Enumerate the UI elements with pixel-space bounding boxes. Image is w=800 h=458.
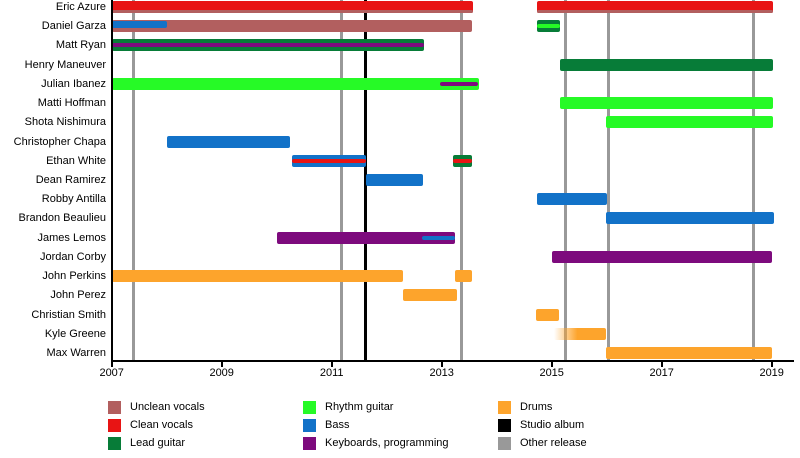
member-label: Robby Antilla [41,193,106,206]
timeline-bar [551,250,772,263]
axis-tick [440,362,443,367]
timeline-bar [606,346,772,359]
member-label: John Perez [50,289,106,302]
member-label: Ethan White [46,154,106,167]
timeline-bar [536,20,560,33]
timeline-bar [111,1,474,13]
legend-label: Keyboards, programming [325,437,449,449]
legend-label: Unclean vocals [130,401,205,413]
legend-swatch [498,437,511,450]
timeline-bar [536,308,559,321]
member-label: Daniel Garza [41,20,106,33]
legend-swatch [303,401,316,414]
legend-swatch [498,419,511,432]
timeline-bar [536,193,607,206]
timeline-bar [554,327,607,340]
axis-tick [110,362,113,367]
member-label: Kyle Greene [44,327,106,340]
other-release-line [752,0,756,361]
other-release-line [563,0,567,361]
member-label: James Lemos [37,231,106,244]
other-release-line [606,0,610,361]
timeline-bar [606,116,774,129]
other-release-line [132,0,136,361]
legend-label: Clean vocals [130,419,193,431]
other-release-line [339,0,343,361]
timeline-bar [111,77,480,90]
legend-label: Bass [325,419,350,431]
member-label: Julian Ibanez [41,77,106,90]
axis-tick-label: 2011 [319,367,344,379]
legend-label: Studio album [520,419,585,431]
axis-tick [550,362,553,367]
member-label: Shota Nishimura [24,116,106,129]
legend-label: Drums [520,401,553,413]
member-label: Eric Azure [55,1,106,13]
timeline-bar [559,97,774,110]
legend-swatch [108,419,121,432]
legend: Unclean vocals Clean vocals Lead guitar Rhy… [0,396,800,458]
timeline-bar [111,270,404,283]
role-stripe [453,158,472,163]
x-axis-line [110,360,794,362]
axis-tick-label: 2019 [759,367,784,379]
y-axis-line [110,0,113,362]
member-label: Matti Hoffman [37,97,106,110]
role-stripe [536,10,774,13]
timeline-bar [111,39,424,52]
member-label: Jordan Corby [39,250,106,263]
legend-swatch [108,401,121,414]
timeline-bar [365,173,423,186]
legend-swatch [303,437,316,450]
timeline-bar [111,20,472,33]
axis-tick-label: 2017 [649,367,674,379]
timeline-bar [559,58,774,71]
member-label: Henry Maneuver [24,58,106,71]
axis-tick [220,362,223,367]
member-label: Christopher Chapa [13,135,106,148]
other-release-line [460,0,463,361]
legend-swatch [498,401,511,414]
timeline-bar [291,154,366,167]
legend-label: Other release [520,437,587,449]
legend-label: Lead guitar [130,437,186,449]
timeline-bar [166,135,290,148]
timeline-bar [536,1,774,13]
member-label: Dean Ramirez [35,173,106,186]
axis-tick [770,362,773,367]
role-stripe [111,10,474,13]
role-stripe [536,24,560,29]
member-label: Max Warren [46,346,107,359]
role-stripe [291,158,366,163]
timeline-bar [276,231,456,244]
legend-label: Rhythm guitar [325,401,394,413]
member-label: John Perkins [42,270,106,283]
timeline-bar [453,154,472,167]
timeline-bar [403,289,457,302]
member-label: Brandon Beaulieu [18,212,106,225]
axis-tick-label: 2013 [429,367,454,379]
member-label: Christian Smith [31,308,106,321]
legend-swatch [108,437,121,450]
axis-tick [660,362,663,367]
axis-tick [330,362,333,367]
axis-tick-label: 2015 [539,367,564,379]
role-stripe [111,43,424,48]
legend-swatch [303,419,316,432]
role-stripe [440,81,478,86]
timeline-bar [455,270,472,283]
plot-area: Eric Azure Daniel Garza Matt Ryan Henry Man… [13,0,794,379]
member-label: Matt Ryan [55,39,106,52]
axis-tick-label: 2007 [99,367,124,379]
timeline-bar [606,212,775,225]
role-stripe [421,235,456,240]
role-stripe [111,21,167,29]
axis-tick-label: 2009 [209,367,234,379]
